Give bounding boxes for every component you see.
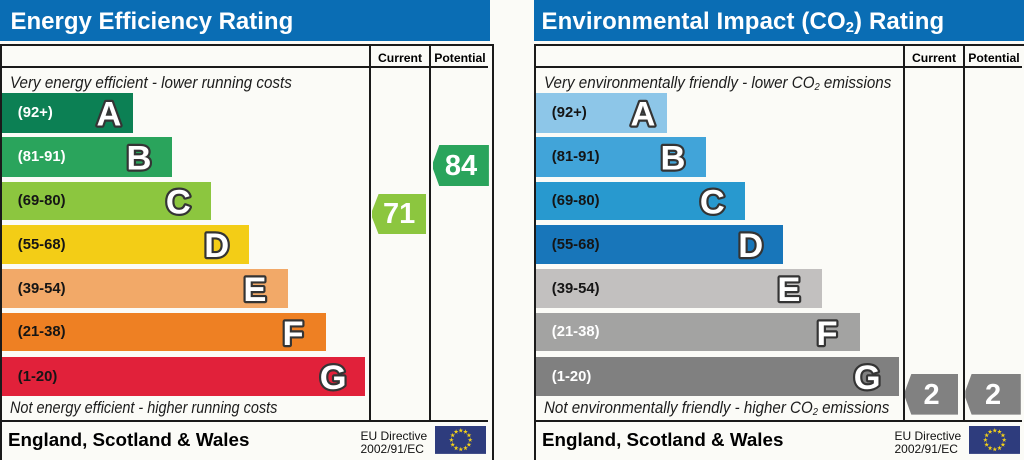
svg-text:D: D — [204, 227, 229, 265]
svg-text:A: A — [97, 96, 122, 134]
svg-text:E: E — [243, 271, 266, 309]
svg-text:B: B — [126, 140, 151, 178]
svg-text:F: F — [817, 315, 838, 353]
svg-text:C: C — [166, 183, 191, 221]
svg-text:B: B — [660, 140, 685, 178]
svg-text:G: G — [854, 359, 881, 397]
svg-text:F: F — [283, 315, 304, 353]
svg-text:G: G — [320, 359, 347, 397]
svg-text:C: C — [700, 183, 725, 221]
svg-text:A: A — [631, 96, 656, 134]
svg-text:D: D — [738, 227, 763, 265]
svg-text:E: E — [777, 271, 800, 309]
